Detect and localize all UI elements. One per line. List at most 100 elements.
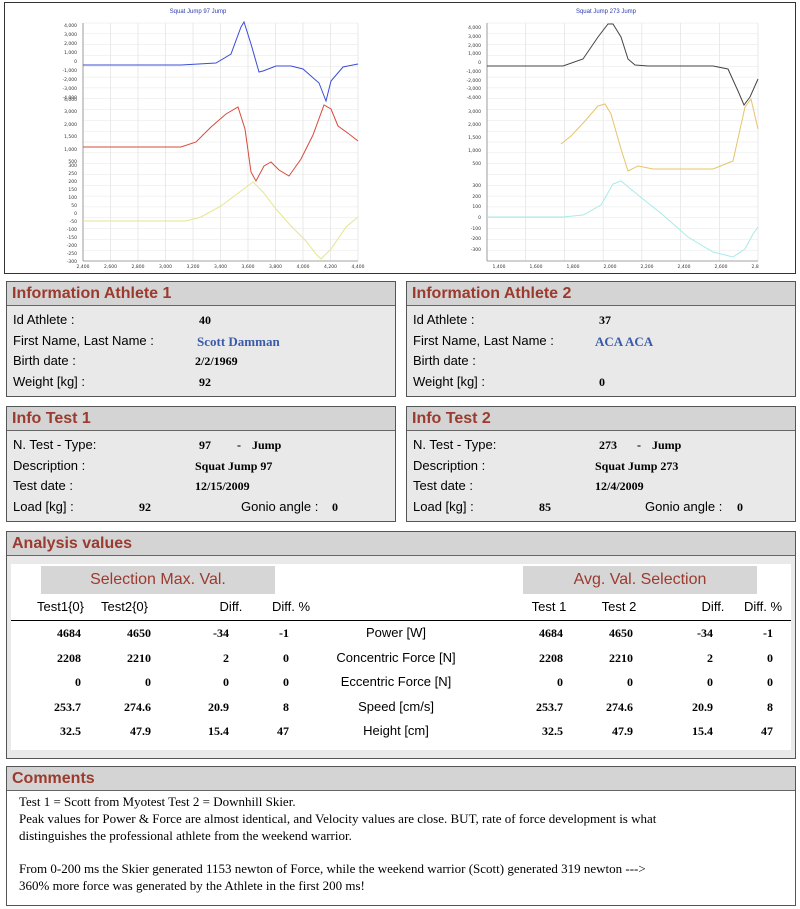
- right-chart-svg: 1,400 1,600 1,800 2,000 2,200 2,400 2,600 2,800: [486, 22, 759, 270]
- athlete1-panel: Information Athlete 1 Id Athlete : 40 Fi…: [6, 281, 396, 397]
- left-cell-value: 4650: [127, 626, 151, 640]
- athlete2-weight: 0: [599, 375, 605, 389]
- left-column-header: Test1{0}: [37, 599, 84, 614]
- test1-desc-label: Description :: [13, 458, 86, 473]
- y-tick-label: -2,000: [62, 78, 77, 83]
- y-tick-label: 1,500: [64, 135, 77, 141]
- y-tick-label: 2,000: [64, 42, 77, 47]
- y-tick-label: 300: [472, 184, 481, 189]
- comments-title: Comments: [7, 767, 795, 791]
- right-column-header: Test 2: [601, 599, 637, 614]
- left-cell-value: 0: [283, 675, 289, 689]
- athlete2-name: ACA ACA: [595, 334, 654, 349]
- right-cell-value: 2208: [539, 650, 563, 665]
- y-tick-label: 4,000: [64, 24, 77, 29]
- left-column-header: Test2{0}: [101, 599, 148, 614]
- comments-body: Test 1 = Scott from Myotest Test 2 = Dow…: [7, 791, 795, 905]
- right-power-series: [487, 23, 759, 106]
- y-tick-label: 150: [68, 188, 77, 193]
- right-column-header: Diff. %: [743, 599, 783, 614]
- test1-dash: -: [237, 438, 241, 452]
- test1-gonio-label: Gonio angle :: [241, 499, 319, 514]
- x-tick-label: 3,400: [214, 264, 227, 270]
- charts-area: Squat Jump 97 Jump 2,400 2,600 2,800 3,000 3…: [4, 2, 796, 274]
- athlete2-id: 37: [599, 313, 611, 327]
- y-tick-label: 1,500: [468, 136, 481, 141]
- y-tick-label: 2,000: [468, 123, 481, 128]
- x-tick-label: 4,400: [352, 264, 365, 270]
- left-cell-value: 2208: [57, 650, 81, 665]
- test1-load: 92: [139, 500, 151, 514]
- left-cell-value: 47: [277, 724, 289, 738]
- metric-label: Height [cm]: [363, 723, 429, 738]
- right-chart-title: Squat Jump 273 Jump: [575, 9, 637, 15]
- right-column-header: Diff.: [701, 599, 725, 614]
- test1-n-label: N. Test - Type:: [13, 437, 97, 452]
- athlete2-name-label: First Name, Last Name :: [413, 333, 554, 348]
- left-cell-value: -1: [279, 626, 289, 640]
- right-cell-value: 0: [767, 650, 773, 665]
- left-cell-value: 2210: [127, 650, 151, 665]
- y-tick-label: 2,000: [468, 43, 481, 49]
- athlete1-weight-label: Weight [kg] :: [13, 374, 86, 389]
- right-column-header: Test 1: [531, 599, 567, 614]
- left-cell-value: 0: [145, 675, 151, 689]
- right-y-ticks-bot: 300 200 100 0 -100 -200 -300: [453, 184, 483, 253]
- right-cell-value: -34: [697, 626, 713, 640]
- test1-date: 12/15/2009: [195, 479, 250, 493]
- x-tick-label: 2,000: [604, 264, 617, 270]
- left-column-header: Diff. %: [271, 599, 311, 614]
- test2-n-label: N. Test - Type:: [413, 437, 497, 452]
- x-tick-label: 2,800: [752, 264, 759, 270]
- test2-gonio: 0: [737, 500, 743, 514]
- y-tick-label: 3,000: [64, 33, 77, 38]
- left-cell-value: 0: [75, 675, 81, 689]
- left-cell-value: 4684: [57, 626, 81, 640]
- y-tick-label: -100: [66, 228, 77, 233]
- y-tick-label: -1,000: [62, 69, 77, 74]
- athlete2-id-label: Id Athlete :: [413, 312, 475, 327]
- left-cell-value: 8: [283, 699, 289, 714]
- y-tick-label: 0: [478, 216, 481, 221]
- left-chart-grid: [82, 22, 359, 262]
- left-y-ticks-bot: 300 250 200 150 100 50 0 -50 -100 -150 -200 -250 -30…: [31, 164, 79, 265]
- left-y-ticks-top: 4,000 3,000 2,000 1,000 0 -1,000 -2,000 -3,000 -…: [31, 24, 79, 101]
- test2-load: 85: [539, 500, 551, 514]
- y-tick-label: 3,000: [468, 110, 481, 115]
- left-cell-value: 2: [223, 650, 229, 665]
- y-tick-label: -2,000: [466, 78, 481, 84]
- y-tick-label: -3,000: [62, 87, 77, 92]
- left-speed-series: [83, 181, 359, 260]
- y-tick-label: 500: [472, 162, 481, 167]
- y-tick-label: 3,000: [468, 34, 481, 40]
- athlete1-name: Scott Damman: [197, 334, 280, 349]
- y-tick-label: 1,000: [64, 51, 77, 56]
- x-tick-label: 2,400: [678, 264, 691, 270]
- x-tick-label: 1,600: [530, 264, 543, 270]
- test1-desc: Squat Jump 97: [195, 459, 273, 473]
- left-power-series: [83, 20, 359, 103]
- y-tick-label: 100: [472, 205, 481, 211]
- right-cell-value: -1: [763, 626, 773, 640]
- y-tick-label: 0: [74, 212, 77, 217]
- left-cell-value: 20.9: [208, 699, 229, 714]
- left-cell-value: -34: [213, 626, 229, 640]
- x-tick-label: 2,800: [132, 264, 145, 270]
- y-tick-label: 4,000: [64, 98, 77, 103]
- test2-desc-label: Description :: [413, 458, 486, 473]
- y-tick-label: -150: [66, 236, 77, 241]
- y-tick-label: 100: [68, 196, 77, 201]
- x-tick-label: 3,200: [187, 264, 200, 270]
- x-tick-label: 2,200: [641, 264, 654, 270]
- analysis-table: Selection Max. Val. Avg. Val. Selection …: [11, 564, 791, 750]
- test2-gonio-label: Gonio angle :: [645, 499, 723, 514]
- left-cell-value: 15.4: [208, 724, 229, 738]
- right-chart: Squat Jump 273 Jump 1,400 1,600 1,800 2,000…: [453, 9, 759, 271]
- right-cell-value: 8: [767, 699, 773, 714]
- left-chart-title: Squat Jump 97 Jump: [169, 9, 227, 15]
- test2-date-label: Test date :: [413, 478, 473, 493]
- y-tick-label: 250: [68, 172, 77, 177]
- left-cell-value: 47.9: [130, 724, 151, 738]
- analysis-title: Analysis values: [7, 532, 795, 556]
- right-cell-value: 4650: [609, 626, 633, 640]
